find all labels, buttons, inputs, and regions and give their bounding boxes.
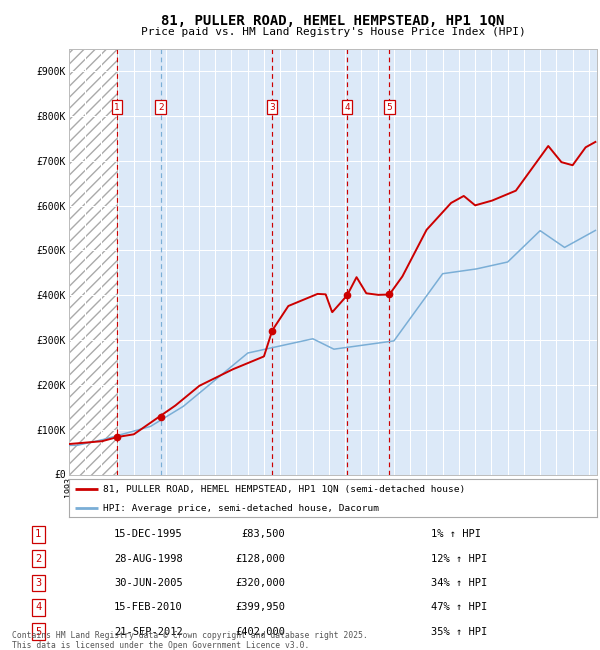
Text: 34% ↑ HPI: 34% ↑ HPI — [431, 578, 487, 588]
Text: 47% ↑ HPI: 47% ↑ HPI — [431, 603, 487, 612]
Text: 1: 1 — [114, 103, 120, 112]
Text: Price paid vs. HM Land Registry's House Price Index (HPI): Price paid vs. HM Land Registry's House … — [140, 27, 526, 37]
Text: 15-FEB-2010: 15-FEB-2010 — [114, 603, 182, 612]
Text: 15-DEC-1995: 15-DEC-1995 — [114, 529, 182, 539]
Text: 12% ↑ HPI: 12% ↑ HPI — [431, 554, 487, 564]
Text: £402,000: £402,000 — [236, 627, 286, 636]
Text: 3: 3 — [35, 578, 41, 588]
Text: 30-JUN-2005: 30-JUN-2005 — [114, 578, 182, 588]
Text: £320,000: £320,000 — [236, 578, 286, 588]
Text: 28-AUG-1998: 28-AUG-1998 — [114, 554, 182, 564]
Text: £399,950: £399,950 — [236, 603, 286, 612]
Bar — [69, 49, 117, 474]
Text: 21-SEP-2012: 21-SEP-2012 — [114, 627, 182, 636]
Text: 5: 5 — [35, 627, 41, 636]
Text: 4: 4 — [35, 603, 41, 612]
Text: 2: 2 — [35, 554, 41, 564]
Text: £83,500: £83,500 — [242, 529, 286, 539]
Text: 5: 5 — [386, 103, 392, 112]
Text: 4: 4 — [344, 103, 350, 112]
Text: 1: 1 — [35, 529, 41, 539]
Bar — [69, 49, 117, 474]
Text: 2: 2 — [158, 103, 164, 112]
Text: Contains HM Land Registry data © Crown copyright and database right 2025.
This d: Contains HM Land Registry data © Crown c… — [12, 630, 368, 650]
Text: HPI: Average price, semi-detached house, Dacorum: HPI: Average price, semi-detached house,… — [103, 504, 379, 513]
Text: 35% ↑ HPI: 35% ↑ HPI — [431, 627, 487, 636]
Text: 81, PULLER ROAD, HEMEL HEMPSTEAD, HP1 1QN (semi-detached house): 81, PULLER ROAD, HEMEL HEMPSTEAD, HP1 1Q… — [103, 485, 466, 494]
Text: £128,000: £128,000 — [236, 554, 286, 564]
Text: 81, PULLER ROAD, HEMEL HEMPSTEAD, HP1 1QN: 81, PULLER ROAD, HEMEL HEMPSTEAD, HP1 1Q… — [161, 14, 505, 29]
Text: 3: 3 — [269, 103, 275, 112]
Text: 1% ↑ HPI: 1% ↑ HPI — [431, 529, 481, 539]
